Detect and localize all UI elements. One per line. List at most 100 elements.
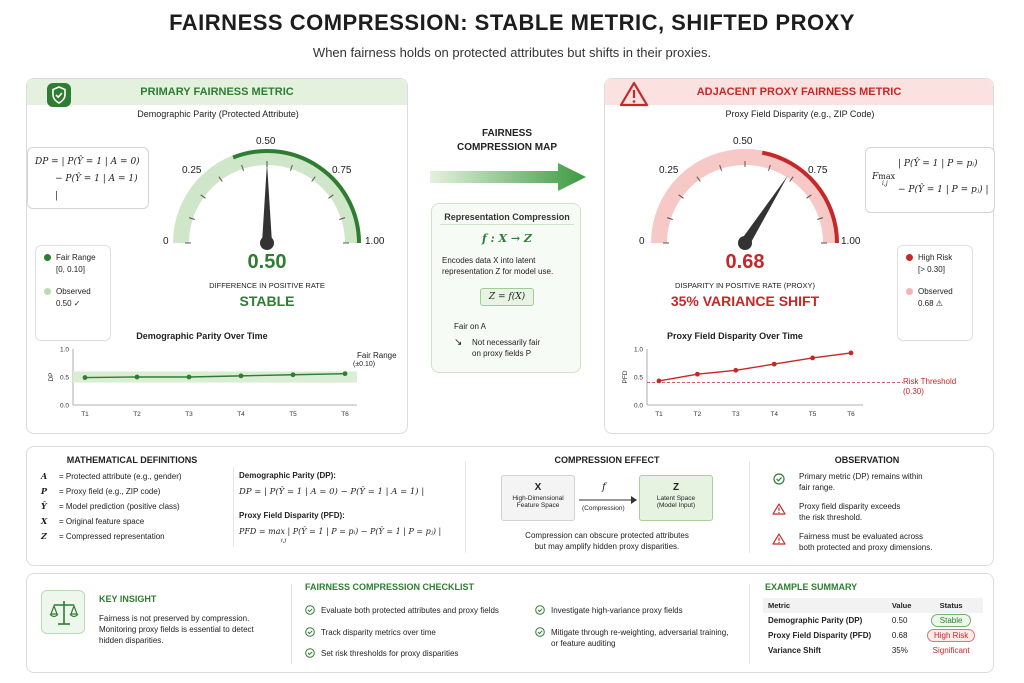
pfd-observed-value: 0.68 ⚠: [918, 299, 943, 308]
dp-over-time-title: Demographic Parity Over Time: [136, 331, 268, 341]
gauge-tick: [218, 176, 223, 182]
definitions-list: A = Protected attribute (e.g., gender) P =…: [41, 469, 241, 544]
gauge-tick: [817, 217, 824, 220]
shield-icon: [47, 83, 71, 107]
data-point: [695, 371, 700, 377]
data-point: [82, 375, 88, 380]
x-tick-label: T1: [655, 411, 663, 418]
gauge-tick: [666, 217, 673, 220]
checklist-item: Evaluate both protected attributes and p…: [321, 606, 499, 615]
pfd-gauge: [651, 149, 839, 250]
pfd-definition-sub: i,j: [281, 538, 287, 544]
data-point: [238, 373, 244, 379]
dp-definition-formula: DP = | P(Ŷ = 1 | A = 0) − P(Ŷ = 1 | A = …: [239, 487, 425, 497]
primary-metric-panel: PRIMARY FAIRNESS METRIC Demographic Pari…: [26, 78, 408, 434]
pfd-status: 35% VARIANCE SHIFT: [670, 293, 820, 309]
warning-icon: [772, 503, 786, 515]
series-line: [658, 352, 852, 382]
f-label: f: [602, 482, 606, 493]
x-space-label: X: [534, 482, 542, 493]
warning-icon: [772, 533, 786, 545]
page-title: FAIRNESS COMPRESSION: STABLE METRIC, SHI…: [169, 10, 855, 35]
primary-metric-heading: PRIMARY FAIRNESS METRIC: [27, 79, 407, 105]
data-point: [186, 374, 192, 380]
pfd-formula-line2: − P(Ŷ = 1 | P = pⱼ) |: [898, 185, 989, 195]
status-badge: Significant: [932, 646, 970, 655]
proxy-metric-heading: ADJACENT PROXY FAIRNESS METRIC: [605, 79, 993, 105]
proxy-metric-subheading: Proxy Field Disparity (e.g., ZIP Code): [725, 109, 875, 119]
observed-label: Observed: [56, 287, 91, 296]
proxy-metric-panel: ADJACENT PROXY FAIRNESS METRIC Proxy Fie…: [604, 78, 995, 434]
page-subtitle: When fairness holds on protected attribu…: [312, 45, 712, 60]
gauge-track: [173, 149, 361, 244]
compression-effect-text-1: Compression can obscure protected attrib…: [525, 531, 689, 540]
compression-formula: f : X → Z: [482, 232, 532, 245]
dp-formula-line2: − P(Ŷ = 1 | A = 1) |: [55, 174, 138, 201]
summary-header: Metric: [763, 598, 887, 613]
risk-threshold-value: (0.30): [903, 387, 924, 396]
gauge-tick: [290, 164, 293, 171]
data-point: [848, 350, 854, 356]
not-fair-2: on proxy fields P: [472, 349, 532, 358]
check-circle-icon: [773, 473, 785, 485]
check-circle-icon: [535, 605, 545, 615]
dp-gauge: [173, 149, 361, 250]
compression-arrow-icon: [430, 163, 586, 191]
data-point: [810, 355, 815, 361]
x-tick-label: T3: [732, 411, 740, 418]
x-tick-label: T1: [81, 411, 89, 418]
data-point: [733, 367, 739, 373]
high-risk-label: High Risk: [918, 253, 953, 262]
gauge-tick: [678, 194, 684, 199]
z-space-label: Z: [672, 482, 680, 493]
checklist-item: or feature auditing: [551, 639, 616, 648]
gauge-tick: [806, 194, 812, 199]
representation-compression-title: Representation Compression: [444, 212, 570, 222]
pfd-gauge-tick-050: 0.50: [733, 136, 753, 147]
x-tick-label: T3: [185, 411, 193, 418]
x-tick-label: T6: [847, 411, 855, 418]
definition-item: Ŷ = Model prediction (positive class): [41, 501, 180, 511]
z-space-sub1: Latent Space: [656, 495, 696, 502]
definition-item: A = Protected attribute (e.g., gender): [41, 471, 182, 481]
gauge-edge: [232, 149, 361, 244]
y-tick-label: 0.5: [60, 375, 69, 382]
dp-gauge-tick-0: 0: [163, 236, 169, 247]
x-space-box: X High-Dimensional Feature Space: [501, 475, 575, 521]
data-point: [342, 371, 348, 377]
checklist-item: Track disparity metrics over time: [321, 628, 436, 637]
dp-gauge-tick-050: 0.50: [256, 136, 276, 147]
series-line: [84, 372, 346, 379]
not-fair-1: Not necessarily fair: [472, 338, 541, 347]
x-tick-label: T4: [237, 411, 245, 418]
summary-table: Metric Value Status Demographic Parity (…: [763, 598, 983, 658]
gauge-tick: [188, 217, 195, 220]
pfd-observed-label: Observed: [918, 287, 953, 296]
pfd-gauge-tick-075: 0.75: [808, 165, 828, 176]
definitions-row: MATHEMATICAL DEFINITIONS A = Protected at…: [26, 446, 994, 566]
x-tick-label: T2: [133, 411, 141, 418]
warning-icon: [619, 81, 649, 107]
pfd-formula-prefix: F: [872, 172, 879, 182]
data-point: [771, 361, 777, 367]
data-point: [656, 378, 662, 384]
dp-caption: DIFFERENCE IN POSITIVE RATE: [209, 281, 325, 290]
dp-gauge-tick-025: 0.25: [182, 165, 202, 176]
x-tick-label: T5: [289, 411, 297, 418]
check-circle-icon: [535, 627, 545, 637]
pfd-over-time-title: Proxy Field Disparity Over Time: [667, 331, 803, 341]
summary-header: Value: [886, 598, 920, 613]
x-tick-label: T5: [809, 411, 817, 418]
dp-over-time-chart: 0.0 0.5 1.0 DP T1 T2 T3 T4 T5 T6: [48, 347, 357, 418]
gauge-tick: [311, 176, 316, 182]
gauge-hub: [738, 236, 752, 250]
key-insight-line1: Fairness is not preserved by compression…: [99, 614, 250, 623]
pfd-formula-max: max: [878, 172, 896, 181]
definitions-title: MATHEMATICAL DEFINITIONS: [66, 455, 198, 465]
pfd-over-time-chart: 0.0 0.5 1.0 PFD T1 T2 T3 T4 T5 T6: [622, 347, 903, 418]
compression-text-2: representation Z for model use.: [442, 267, 554, 276]
x-tick-label: T4: [770, 411, 778, 418]
pfd-gauge-tick-025: 0.25: [659, 165, 679, 176]
dp-formula-line1: DP = | P(Ŷ = 1 | A = 0): [35, 157, 140, 167]
status-badge: Stable: [930, 614, 972, 627]
